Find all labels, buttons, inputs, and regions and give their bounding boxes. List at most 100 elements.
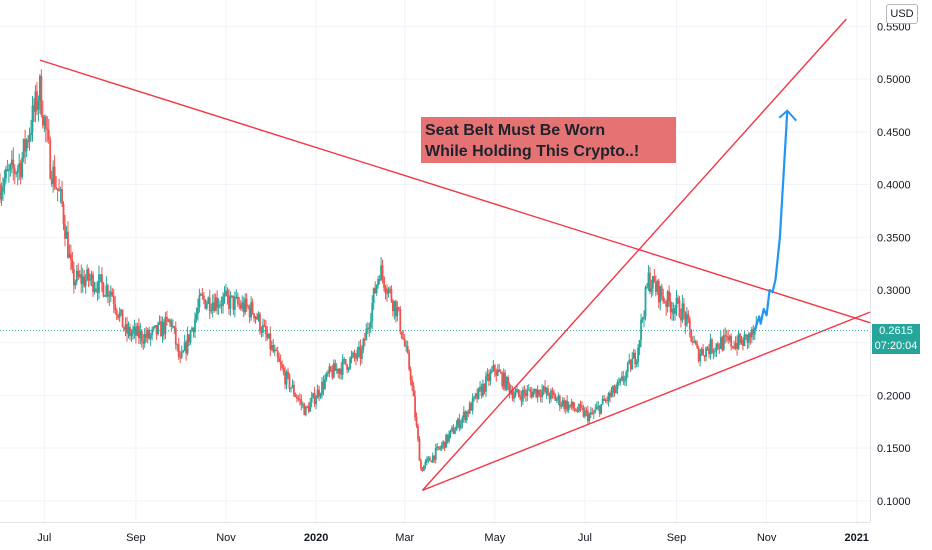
candle-body <box>360 349 363 359</box>
candle-body <box>211 302 214 311</box>
candle-body <box>569 404 572 406</box>
candle-body <box>145 333 148 338</box>
candle-body <box>539 394 542 397</box>
candle-body <box>718 347 721 349</box>
candle-body <box>372 287 375 304</box>
candle-body <box>331 370 334 378</box>
candle-body <box>15 173 18 175</box>
projection-path <box>753 110 789 331</box>
candle-body <box>13 168 16 174</box>
candle-body <box>102 283 105 297</box>
candle-body <box>313 393 316 405</box>
candle-body <box>558 395 561 407</box>
candle-body <box>669 301 672 313</box>
candle-body <box>459 423 462 429</box>
candle-body <box>736 343 738 349</box>
candle-body <box>52 166 55 184</box>
candle-body <box>248 307 251 318</box>
candle-body <box>365 328 368 341</box>
candle-body <box>714 350 716 352</box>
candle-body <box>173 326 176 329</box>
candle-body <box>480 386 483 396</box>
candle-body <box>266 334 269 339</box>
candle-body <box>222 296 224 306</box>
candle-body <box>437 446 440 449</box>
candle-body <box>278 357 281 362</box>
candle-body <box>279 361 282 365</box>
candle-body <box>688 318 691 330</box>
candle-body <box>442 441 445 446</box>
candle-body <box>548 395 551 400</box>
candle-body <box>315 398 317 405</box>
candle-body <box>405 345 408 347</box>
candle-body <box>307 406 310 412</box>
candle-body <box>55 187 58 189</box>
candle-body <box>24 139 27 152</box>
chart-annotation[interactable]: Seat Belt Must Be Worn While Holding Thi… <box>421 117 676 163</box>
candle-body <box>594 409 597 413</box>
candle-body <box>516 389 518 393</box>
candle-body <box>563 400 566 409</box>
candle-body <box>474 393 477 397</box>
candle-body <box>319 394 322 397</box>
candle-body <box>666 291 669 307</box>
candle-body <box>567 404 570 411</box>
candle-body <box>123 327 125 330</box>
candle-body <box>446 434 449 442</box>
candle-body <box>637 347 639 363</box>
candle-body <box>668 291 671 302</box>
candle-body <box>157 323 159 335</box>
candle-body <box>702 349 704 356</box>
x-tick-label: Nov <box>216 532 236 544</box>
currency-button[interactable]: USD <box>886 4 918 24</box>
candle-body <box>745 334 747 336</box>
candle-body <box>238 303 241 305</box>
candle-body <box>191 328 193 332</box>
candle-body <box>353 352 356 358</box>
candle-body <box>449 429 452 435</box>
candle-body <box>89 278 92 281</box>
candle-body <box>114 304 117 311</box>
candle-body <box>511 391 514 399</box>
candle-body <box>316 389 319 399</box>
candle-body <box>167 319 170 322</box>
candle-body <box>95 288 97 290</box>
candle-body <box>58 190 60 192</box>
candle-body <box>40 75 43 116</box>
candle-body <box>538 389 541 395</box>
candle-body <box>572 401 575 409</box>
candle-body <box>576 411 579 413</box>
candle-body <box>87 269 90 281</box>
candle-body <box>363 339 366 341</box>
candle-body <box>329 366 332 371</box>
candle-body <box>10 159 13 165</box>
candle-body <box>62 203 65 224</box>
candle-body <box>495 371 498 376</box>
candle-body <box>68 253 71 258</box>
candle-body <box>103 295 106 297</box>
candle-body <box>96 288 99 293</box>
candle-body <box>504 372 507 390</box>
candle-body <box>160 321 162 337</box>
candle-body <box>520 396 523 402</box>
candle-body <box>143 333 146 344</box>
candle-body <box>22 139 25 158</box>
candle-body <box>120 309 123 313</box>
candle-body <box>303 404 306 415</box>
candle-body <box>551 390 554 393</box>
candle-body <box>80 274 83 284</box>
candle-body <box>485 376 487 392</box>
candle-body <box>154 325 156 328</box>
candle-body <box>439 448 442 450</box>
candle-body <box>675 297 678 308</box>
candle-body <box>129 327 131 337</box>
candle-body <box>188 334 190 343</box>
candle-body <box>225 290 227 294</box>
candle-body <box>445 434 447 448</box>
candle-body <box>750 329 753 338</box>
candle-body <box>396 307 399 317</box>
candle-body <box>582 407 585 417</box>
candle-body <box>92 274 94 292</box>
candle-body <box>179 356 182 358</box>
